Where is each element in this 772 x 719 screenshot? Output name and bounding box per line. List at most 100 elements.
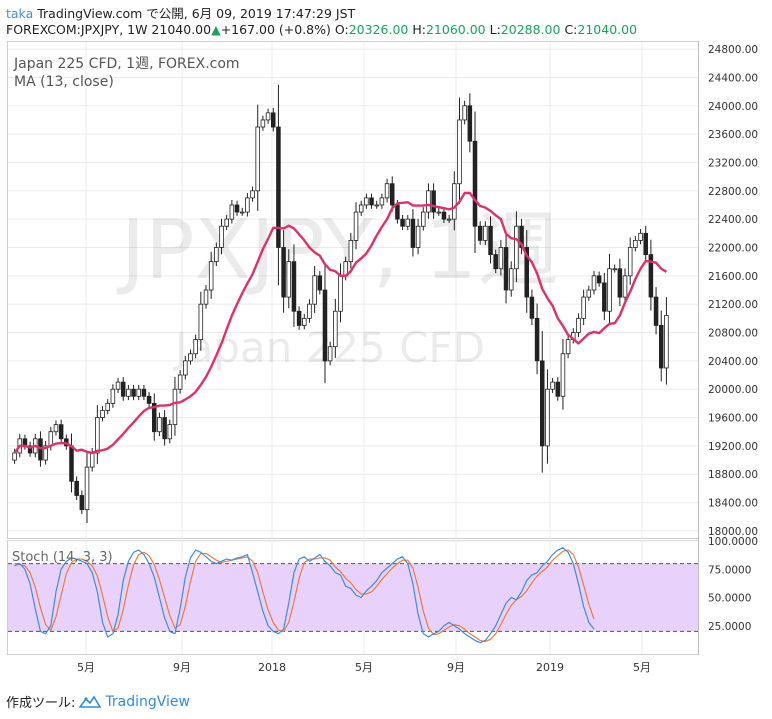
candle-body[interactable]: [446, 218, 452, 221]
candle-body[interactable]: [12, 452, 17, 461]
candle-body[interactable]: [203, 289, 209, 305]
candle-body[interactable]: [333, 310, 338, 348]
candle-body[interactable]: [214, 247, 219, 263]
candle-body[interactable]: [503, 247, 509, 291]
candle-body[interactable]: [565, 339, 571, 355]
candle-body[interactable]: [74, 480, 79, 496]
candle-body[interactable]: [648, 254, 654, 298]
candle-body[interactable]: [89, 452, 95, 468]
candle-body[interactable]: [327, 346, 333, 362]
candle-body[interactable]: [622, 275, 628, 298]
candle-body[interactable]: [115, 381, 121, 390]
candle-body[interactable]: [255, 126, 260, 192]
candle-body[interactable]: [183, 360, 188, 376]
candle-body[interactable]: [519, 225, 524, 248]
candle-body[interactable]: [126, 388, 131, 397]
candle-body[interactable]: [389, 183, 395, 206]
candle-body[interactable]: [576, 317, 581, 333]
candle-body[interactable]: [400, 218, 405, 227]
candle-body[interactable]: [286, 261, 292, 298]
candle-body[interactable]: [405, 218, 411, 227]
candle-body[interactable]: [545, 388, 550, 447]
candle-body[interactable]: [131, 388, 136, 397]
candle-body[interactable]: [348, 239, 354, 263]
candle-body[interactable]: [296, 310, 302, 326]
footer-brand[interactable]: TradingView: [105, 693, 190, 710]
candle-body[interactable]: [374, 204, 379, 207]
candle-body[interactable]: [338, 275, 343, 312]
candle-body[interactable]: [105, 402, 110, 411]
candle-body[interactable]: [452, 183, 457, 220]
candle-body[interactable]: [152, 402, 157, 433]
candle-body[interactable]: [172, 388, 178, 426]
candle-body[interactable]: [291, 261, 297, 312]
candle-body[interactable]: [136, 388, 142, 397]
candle-body[interactable]: [53, 424, 59, 433]
candle-body[interactable]: [534, 317, 540, 362]
candle-body[interactable]: [457, 119, 462, 185]
candle-body[interactable]: [353, 211, 359, 241]
candle-body[interactable]: [653, 296, 659, 326]
candle-body[interactable]: [307, 303, 312, 319]
candle-body[interactable]: [245, 197, 250, 213]
candle-body[interactable]: [581, 296, 586, 319]
candle-body[interactable]: [488, 225, 493, 255]
candle-body[interactable]: [322, 289, 328, 362]
candle-body[interactable]: [79, 495, 85, 511]
stoch-k-line[interactable]: [14, 547, 595, 644]
candle-body[interactable]: [167, 424, 173, 440]
ma-line[interactable]: [13, 191, 668, 455]
candle-body[interactable]: [229, 204, 235, 220]
candle-body[interactable]: [369, 197, 374, 206]
candle-body[interactable]: [431, 190, 436, 213]
candle-body[interactable]: [95, 417, 100, 454]
candle-body[interactable]: [524, 247, 529, 298]
candle-body[interactable]: [100, 410, 105, 418]
candle-body[interactable]: [208, 261, 214, 291]
candle-body[interactable]: [239, 211, 245, 214]
candle-body[interactable]: [560, 353, 566, 397]
candle-body[interactable]: [462, 105, 467, 121]
candle-body[interactable]: [555, 381, 561, 397]
candle-body[interactable]: [612, 268, 617, 271]
candle-body[interactable]: [193, 339, 198, 355]
candle-body[interactable]: [276, 126, 281, 248]
candle-body[interactable]: [43, 445, 48, 461]
candle-body[interactable]: [177, 374, 183, 390]
candle-body[interactable]: [224, 218, 229, 227]
candle-body[interactable]: [317, 275, 323, 291]
candle-body[interactable]: [602, 282, 607, 312]
candle-body[interactable]: [617, 268, 623, 298]
candle-body[interactable]: [58, 424, 64, 440]
candle-body[interactable]: [627, 247, 633, 277]
candle-body[interactable]: [586, 289, 592, 298]
candle-body[interactable]: [483, 225, 488, 241]
user-name[interactable]: taka: [6, 6, 34, 21]
candle-body[interactable]: [358, 204, 364, 213]
candle-body[interactable]: [384, 183, 390, 199]
candle-body[interactable]: [312, 275, 317, 305]
candle-body[interactable]: [596, 275, 602, 284]
candle-body[interactable]: [529, 296, 535, 319]
candle-body[interactable]: [234, 204, 240, 213]
candle-body[interactable]: [607, 268, 612, 312]
candle-body[interactable]: [379, 197, 385, 206]
candle-body[interactable]: [48, 431, 54, 447]
candle-body[interactable]: [664, 315, 669, 369]
candle-body[interactable]: [38, 438, 43, 461]
candle-body[interactable]: [498, 247, 504, 270]
candle-body[interactable]: [120, 381, 126, 397]
stoch-d-line[interactable]: [14, 549, 595, 643]
candle-body[interactable]: [27, 445, 33, 454]
candle-body[interactable]: [539, 360, 545, 447]
candle-body[interactable]: [643, 232, 648, 255]
candle-body[interactable]: [281, 247, 286, 298]
candle-body[interactable]: [364, 197, 369, 206]
candle-body[interactable]: [146, 395, 152, 404]
candle-body[interactable]: [658, 325, 664, 369]
candle-body[interactable]: [250, 190, 255, 199]
candle-body[interactable]: [395, 204, 400, 220]
candle-body[interactable]: [162, 417, 167, 440]
candle-body[interactable]: [493, 254, 498, 270]
